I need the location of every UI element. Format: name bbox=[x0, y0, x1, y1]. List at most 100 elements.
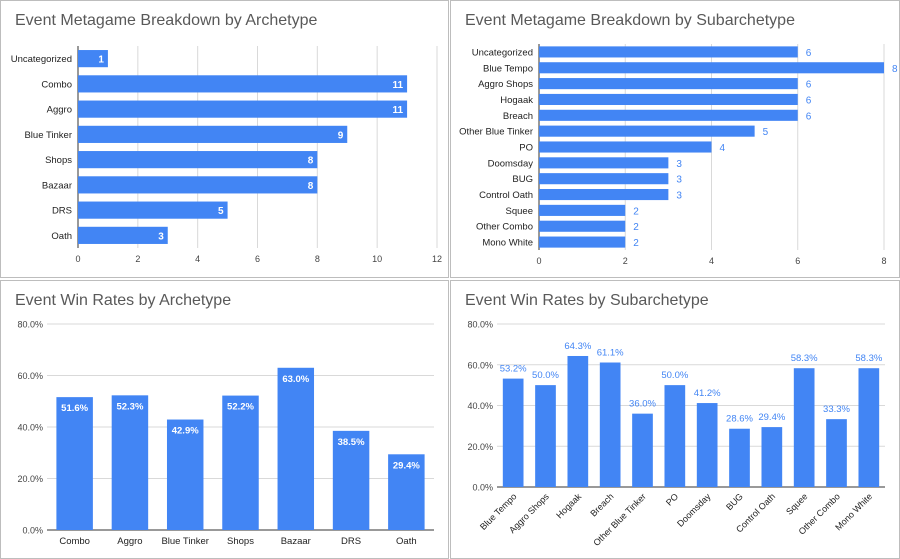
data-label: 3 bbox=[158, 231, 164, 242]
subarchetype-breakdown-chart: 0 2 4 6 8 Uncategorized 6 Blue Tempo 8 Aggro Shop… bbox=[459, 44, 898, 266]
category-label: DRS bbox=[52, 206, 72, 217]
archetype-winrate-chart: 0.0% 20.0% 40.0% 60.0% 80.0% 51.6% Combo 52.3% A… bbox=[17, 320, 434, 547]
tick-label: 80.0% bbox=[17, 320, 43, 330]
category-label: Blue Tinker bbox=[24, 130, 72, 141]
tick-label: 0.0% bbox=[472, 483, 493, 493]
data-label: 52.3% bbox=[116, 401, 143, 412]
category-label: Hogaak bbox=[554, 491, 583, 520]
tick-label: 6 bbox=[255, 254, 260, 264]
subarchetype-winrate-chart: 0.0%20.0%40.0%60.0%80.0%53.2%Blue Tempo5… bbox=[467, 320, 885, 548]
data-label: 64.3% bbox=[564, 341, 591, 352]
data-label: 29.4% bbox=[393, 460, 420, 471]
tick-label: 10 bbox=[372, 254, 382, 264]
data-label: 50.0% bbox=[532, 370, 559, 381]
data-label: 8 bbox=[308, 156, 314, 167]
tick-label: 2 bbox=[135, 254, 140, 264]
category-label: Blue Tempo bbox=[483, 63, 533, 74]
category-label: Uncategorized bbox=[472, 47, 533, 58]
chart-title: Event Win Rates by Archetype bbox=[15, 292, 232, 309]
tick-label: 0 bbox=[536, 256, 541, 266]
bar bbox=[539, 236, 626, 248]
bar bbox=[78, 125, 348, 143]
category-label: Breach bbox=[588, 491, 615, 518]
data-label: 61.1% bbox=[597, 348, 624, 359]
bar bbox=[166, 419, 204, 530]
category-label: PO bbox=[664, 491, 680, 507]
tick-label: 20.0% bbox=[467, 442, 493, 452]
bar bbox=[729, 428, 750, 487]
category-label: Oath bbox=[396, 536, 417, 547]
bar bbox=[539, 62, 884, 74]
bar bbox=[56, 397, 93, 530]
category-label: PO bbox=[519, 143, 533, 154]
data-label: 28.6% bbox=[726, 414, 753, 425]
data-label: 11 bbox=[393, 105, 404, 116]
data-label: 58.3% bbox=[855, 353, 882, 364]
chart-panel-archetype-winrates: Event Win Rates by Archetype 0.0% 20.0% 40… bbox=[0, 280, 449, 559]
bar bbox=[78, 201, 228, 219]
tick-label: 2 bbox=[623, 256, 628, 266]
tick-label: 20.0% bbox=[17, 474, 43, 484]
bar bbox=[539, 93, 798, 106]
bar bbox=[793, 368, 815, 487]
data-label: 42.9% bbox=[172, 426, 199, 437]
data-label: 38.5% bbox=[338, 437, 365, 448]
category-label: Aggro Shops bbox=[478, 79, 533, 90]
bar bbox=[388, 454, 425, 530]
bar bbox=[858, 368, 880, 487]
bar bbox=[277, 367, 315, 530]
bar bbox=[539, 78, 798, 90]
data-label: 2 bbox=[633, 222, 639, 233]
category-label: Shops bbox=[227, 536, 254, 547]
bar bbox=[78, 151, 318, 169]
category-label: Breach bbox=[503, 111, 533, 122]
category-label: Doomsday bbox=[488, 158, 534, 169]
chart-panel-subarchetype-winrates: Event Win Rates by Subarchetype 0.0% 20.0… bbox=[450, 280, 900, 559]
bar bbox=[78, 75, 408, 93]
tick-label: 60.0% bbox=[467, 360, 493, 370]
chart-title: Event Win Rates by Subarchetype bbox=[465, 292, 709, 309]
bar bbox=[78, 176, 318, 194]
category-label: Aggro bbox=[47, 105, 72, 116]
category-label: Doomsday bbox=[675, 491, 713, 529]
category-label: BUG bbox=[724, 491, 745, 512]
category-label: Mono White bbox=[482, 238, 533, 249]
tick-label: 8 bbox=[881, 256, 886, 266]
data-label: 1 bbox=[98, 55, 104, 66]
data-label: 3 bbox=[676, 159, 682, 170]
tick-label: 12 bbox=[432, 254, 442, 264]
bar bbox=[111, 395, 149, 530]
bar bbox=[539, 157, 669, 169]
category-label: Hogaak bbox=[500, 95, 533, 106]
category-label: Squee bbox=[506, 206, 533, 217]
category-label: Uncategorized bbox=[11, 54, 72, 65]
category-label: Oath bbox=[51, 231, 72, 242]
data-label: 3 bbox=[676, 175, 682, 186]
tick-label: 40.0% bbox=[17, 423, 43, 433]
data-label: 36.0% bbox=[629, 399, 656, 410]
data-label: 4 bbox=[720, 143, 726, 154]
bar bbox=[539, 220, 626, 232]
data-label: 2 bbox=[633, 238, 639, 249]
category-label: Combo bbox=[41, 79, 72, 90]
category-label: Combo bbox=[59, 536, 90, 547]
tick-label: 60.0% bbox=[17, 371, 43, 381]
archetype-breakdown-chart: 0 2 4 6 8 10 12 Uncategorized 1 Combo 11 Aggro 11 Blu… bbox=[11, 46, 442, 264]
data-label: 5 bbox=[763, 127, 769, 138]
bar bbox=[539, 109, 798, 121]
chart-panel-subarchetype-breakdown: Event Metagame Breakdown by Subarchetype… bbox=[450, 0, 900, 278]
data-label: 3 bbox=[676, 191, 682, 202]
chart-panel-archetype-breakdown: Event Metagame Breakdown by Archetype 0 2… bbox=[0, 0, 449, 278]
data-label: 52.2% bbox=[227, 402, 254, 413]
bar bbox=[535, 385, 556, 487]
data-label: 29.4% bbox=[758, 412, 785, 423]
tick-label: 4 bbox=[195, 254, 200, 264]
category-label: Squee bbox=[784, 491, 809, 516]
bar bbox=[539, 141, 712, 153]
data-label: 6 bbox=[806, 111, 812, 122]
category-label: Control Oath bbox=[479, 190, 533, 201]
data-label: 58.3% bbox=[791, 353, 818, 364]
category-label: Shops bbox=[45, 155, 72, 166]
data-label: 51.6% bbox=[61, 403, 88, 414]
